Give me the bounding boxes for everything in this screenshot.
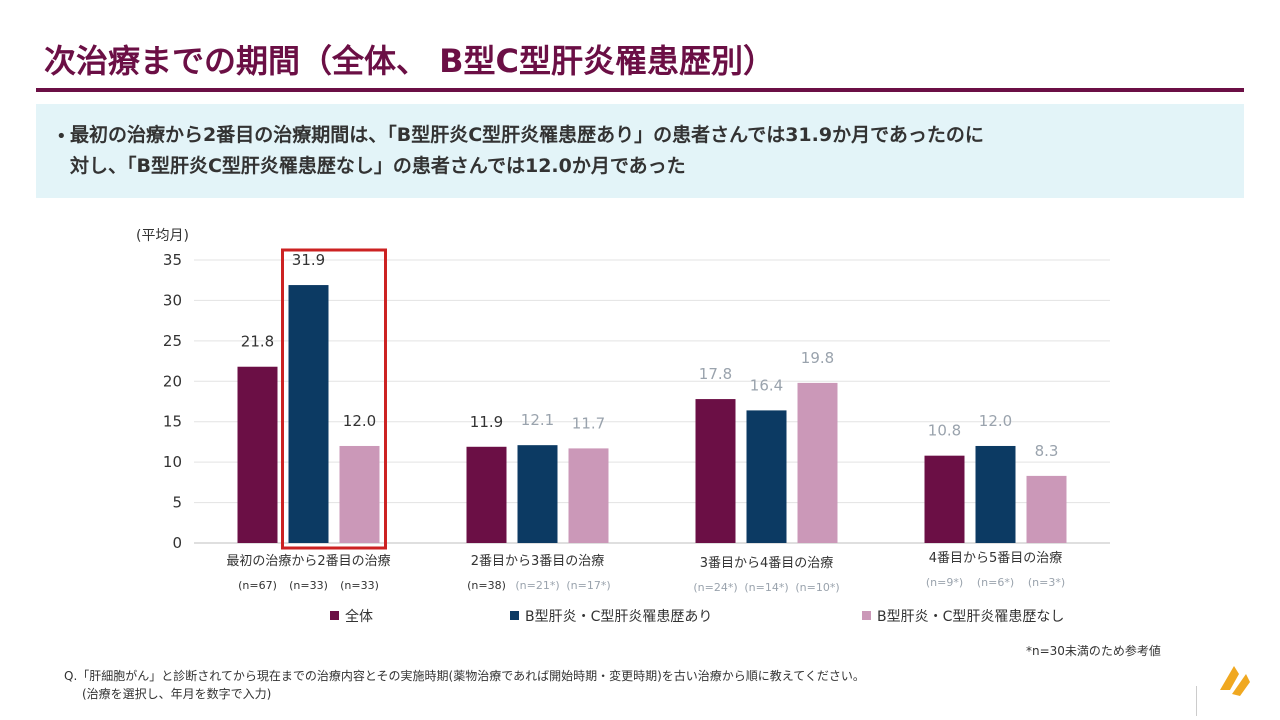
sample-size-label: (n=38) [467,579,506,592]
summary-line-1: 最初の治療から2番目の治療期間は、「B型肝炎C型肝炎罹患歴あり」の患者さんでは3… [70,124,984,146]
sample-size-label: (n=33) [289,579,328,592]
bar [517,445,558,543]
x-category-label: 4番目から5番目の治療 [929,551,1063,566]
data-label: 8.3 [1035,442,1059,460]
data-label: 12.0 [979,412,1012,430]
legend-swatch [862,611,871,620]
bar [466,446,507,543]
data-label: 19.8 [801,349,834,367]
question-line-2: (治療を選択し、年月を数字で入力) [82,687,272,701]
company-logo-icon [1220,666,1250,696]
bar [568,448,609,543]
y-axis-title: (平均月) [136,228,189,244]
data-label: 11.9 [470,413,503,431]
y-tick-label: 20 [163,372,182,390]
page-title: 次治療までの期間（全体、 B型C型肝炎罹患歴別） [44,42,776,80]
y-tick-label: 35 [163,251,182,269]
summary-text: 最初の治療から2番目の治療期間は、「B型肝炎C型肝炎罹患歴あり」の患者さんでは3… [70,120,1230,182]
sample-size-label: (n=6*) [977,576,1014,589]
y-tick-label: 5 [172,494,182,512]
sample-size-label: (n=24*) [693,581,737,594]
data-label: 11.7 [572,414,605,432]
bar [237,366,278,543]
legend-label: B型肝炎・C型肝炎罹患歴なし [877,609,1064,625]
data-label: 12.0 [343,412,376,430]
sample-size-label: (n=33) [340,579,379,592]
footer-divider [1196,686,1197,716]
y-tick-label: 25 [163,332,182,350]
legend-label: B型肝炎・C型肝炎罹患歴あり [525,609,712,625]
bar [975,445,1016,543]
x-category-label: 2番目から3番目の治療 [471,554,605,569]
data-label: 31.9 [292,251,325,269]
legend-swatch [510,611,519,620]
legend-label: 全体 [345,608,373,625]
bar [288,285,329,543]
x-category-label: 3番目から4番目の治療 [700,556,834,571]
summary-box: • 最初の治療から2番目の治療期間は、「B型肝炎C型肝炎罹患歴あり」の患者さんで… [36,104,1244,198]
y-tick-label: 10 [163,453,182,471]
sample-size-label: (n=14*) [744,581,788,594]
sample-size-label: (n=3*) [1028,576,1065,589]
y-tick-label: 15 [163,413,182,431]
data-label: 17.8 [699,365,732,383]
highlight-box [281,248,387,550]
sample-size-label: (n=67) [238,579,277,592]
y-tick-label: 0 [172,534,182,552]
bar [924,455,965,543]
sample-size-label: (n=21*) [515,579,559,592]
bar [1026,475,1067,543]
data-label: 16.4 [750,376,783,394]
question-line-1: Q.「肝細胞がん」と診断されてから現在までの治療内容とその実施時期(薬物治療であ… [64,669,865,683]
bar [695,399,736,543]
data-label: 12.1 [521,411,554,429]
sample-size-label: (n=10*) [795,581,839,594]
bar [339,445,380,543]
summary-line-2: 対し、「B型肝炎C型肝炎罹患歴なし」の患者さんでは12.0か月であった [70,155,686,177]
bar [746,410,787,543]
x-category-label: 最初の治療から2番目の治療 [226,554,390,569]
data-label: 21.8 [241,333,274,351]
reference-note: *n=30未満のため参考値 [1026,644,1161,658]
bullet-icon: • [56,126,67,147]
title-rule [36,88,1244,92]
y-tick-label: 30 [163,291,182,309]
bar [797,382,838,543]
legend-swatch [330,611,339,620]
data-label: 10.8 [928,422,961,440]
sample-size-label: (n=17*) [566,579,610,592]
sample-size-label: (n=9*) [926,576,963,589]
